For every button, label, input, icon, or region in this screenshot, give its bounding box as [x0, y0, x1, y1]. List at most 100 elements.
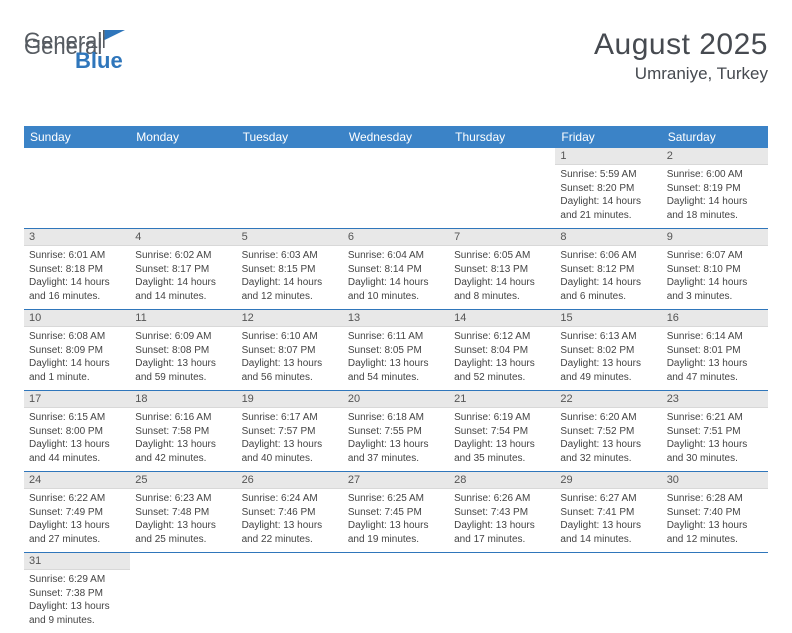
- calendar-day-cell: 10Sunrise: 6:08 AMSunset: 8:09 PMDayligh…: [24, 310, 130, 391]
- day-number: 13: [343, 310, 449, 327]
- calendar-day-cell: 31Sunrise: 6:29 AMSunset: 7:38 PMDayligh…: [24, 553, 130, 633]
- calendar-day-cell: 5Sunrise: 6:03 AMSunset: 8:15 PMDaylight…: [237, 229, 343, 310]
- day-number: 23: [662, 391, 768, 408]
- day-details: Sunrise: 6:00 AMSunset: 8:19 PMDaylight:…: [662, 165, 768, 228]
- day-number: 16: [662, 310, 768, 327]
- day-number: 25: [130, 472, 236, 489]
- calendar-header-row: SundayMondayTuesdayWednesdayThursdayFrid…: [24, 126, 768, 148]
- calendar-day-cell: 27Sunrise: 6:25 AMSunset: 7:45 PMDayligh…: [343, 472, 449, 553]
- day-details: Sunrise: 6:18 AMSunset: 7:55 PMDaylight:…: [343, 408, 449, 471]
- day-details: Sunrise: 6:21 AMSunset: 7:51 PMDaylight:…: [662, 408, 768, 471]
- calendar-day-cell: 18Sunrise: 6:16 AMSunset: 7:58 PMDayligh…: [130, 391, 236, 472]
- calendar-day-cell: 22Sunrise: 6:20 AMSunset: 7:52 PMDayligh…: [555, 391, 661, 472]
- day-details: Sunrise: 6:11 AMSunset: 8:05 PMDaylight:…: [343, 327, 449, 390]
- day-number: 5: [237, 229, 343, 246]
- day-number: 7: [449, 229, 555, 246]
- day-details: Sunrise: 6:04 AMSunset: 8:14 PMDaylight:…: [343, 246, 449, 309]
- day-details: Sunrise: 6:02 AMSunset: 8:17 PMDaylight:…: [130, 246, 236, 309]
- day-details: Sunrise: 6:09 AMSunset: 8:08 PMDaylight:…: [130, 327, 236, 390]
- calendar-week-row: 31Sunrise: 6:29 AMSunset: 7:38 PMDayligh…: [24, 553, 768, 633]
- header: General August 2025 Umraniye, Turkey: [24, 28, 768, 84]
- day-details: Sunrise: 6:16 AMSunset: 7:58 PMDaylight:…: [130, 408, 236, 471]
- calendar-week-row: 10Sunrise: 6:08 AMSunset: 8:09 PMDayligh…: [24, 310, 768, 391]
- location: Umraniye, Turkey: [594, 64, 768, 84]
- day-details: Sunrise: 6:20 AMSunset: 7:52 PMDaylight:…: [555, 408, 661, 471]
- weekday-header: Thursday: [449, 126, 555, 148]
- calendar-day-cell: [237, 148, 343, 229]
- day-number: 1: [555, 148, 661, 165]
- calendar-day-cell: 7Sunrise: 6:05 AMSunset: 8:13 PMDaylight…: [449, 229, 555, 310]
- day-details: Sunrise: 6:01 AMSunset: 8:18 PMDaylight:…: [24, 246, 130, 309]
- calendar-day-cell: 9Sunrise: 6:07 AMSunset: 8:10 PMDaylight…: [662, 229, 768, 310]
- day-number: 12: [237, 310, 343, 327]
- day-details: Sunrise: 6:15 AMSunset: 8:00 PMDaylight:…: [24, 408, 130, 471]
- calendar-day-cell: 2Sunrise: 6:00 AMSunset: 8:19 PMDaylight…: [662, 148, 768, 229]
- calendar-day-cell: 19Sunrise: 6:17 AMSunset: 7:57 PMDayligh…: [237, 391, 343, 472]
- day-number: 20: [343, 391, 449, 408]
- calendar-day-cell: 23Sunrise: 6:21 AMSunset: 7:51 PMDayligh…: [662, 391, 768, 472]
- calendar-day-cell: [237, 553, 343, 633]
- day-details: Sunrise: 6:19 AMSunset: 7:54 PMDaylight:…: [449, 408, 555, 471]
- day-number: 28: [449, 472, 555, 489]
- day-number: 21: [449, 391, 555, 408]
- calendar-body: 1Sunrise: 5:59 AMSunset: 8:20 PMDaylight…: [24, 148, 768, 633]
- day-details: Sunrise: 6:05 AMSunset: 8:13 PMDaylight:…: [449, 246, 555, 309]
- day-number: 26: [237, 472, 343, 489]
- calendar-day-cell: [449, 553, 555, 633]
- day-number: 8: [555, 229, 661, 246]
- weekday-header: Friday: [555, 126, 661, 148]
- calendar-table: SundayMondayTuesdayWednesdayThursdayFrid…: [24, 126, 768, 633]
- calendar-day-cell: 30Sunrise: 6:28 AMSunset: 7:40 PMDayligh…: [662, 472, 768, 553]
- day-number: 2: [662, 148, 768, 165]
- calendar-day-cell: 4Sunrise: 6:02 AMSunset: 8:17 PMDaylight…: [130, 229, 236, 310]
- calendar-day-cell: 6Sunrise: 6:04 AMSunset: 8:14 PMDaylight…: [343, 229, 449, 310]
- calendar-day-cell: [130, 553, 236, 633]
- day-number: 10: [24, 310, 130, 327]
- calendar-day-cell: [130, 148, 236, 229]
- day-details: Sunrise: 6:27 AMSunset: 7:41 PMDaylight:…: [555, 489, 661, 552]
- day-details: Sunrise: 6:13 AMSunset: 8:02 PMDaylight:…: [555, 327, 661, 390]
- day-details: Sunrise: 6:22 AMSunset: 7:49 PMDaylight:…: [24, 489, 130, 552]
- calendar-day-cell: [555, 553, 661, 633]
- calendar-day-cell: 28Sunrise: 6:26 AMSunset: 7:43 PMDayligh…: [449, 472, 555, 553]
- day-number: 18: [130, 391, 236, 408]
- day-details: Sunrise: 6:08 AMSunset: 8:09 PMDaylight:…: [24, 327, 130, 390]
- day-number: 17: [24, 391, 130, 408]
- day-details: Sunrise: 6:10 AMSunset: 8:07 PMDaylight:…: [237, 327, 343, 390]
- calendar-day-cell: [343, 553, 449, 633]
- calendar-day-cell: 11Sunrise: 6:09 AMSunset: 8:08 PMDayligh…: [130, 310, 236, 391]
- day-number: 3: [24, 229, 130, 246]
- day-details: Sunrise: 6:12 AMSunset: 8:04 PMDaylight:…: [449, 327, 555, 390]
- calendar-day-cell: 13Sunrise: 6:11 AMSunset: 8:05 PMDayligh…: [343, 310, 449, 391]
- calendar-day-cell: 1Sunrise: 5:59 AMSunset: 8:20 PMDaylight…: [555, 148, 661, 229]
- day-details: Sunrise: 6:23 AMSunset: 7:48 PMDaylight:…: [130, 489, 236, 552]
- day-number: 31: [24, 553, 130, 570]
- calendar-day-cell: [449, 148, 555, 229]
- day-number: 6: [343, 229, 449, 246]
- day-number: 9: [662, 229, 768, 246]
- calendar-week-row: 1Sunrise: 5:59 AMSunset: 8:20 PMDaylight…: [24, 148, 768, 229]
- calendar-week-row: 3Sunrise: 6:01 AMSunset: 8:18 PMDaylight…: [24, 229, 768, 310]
- calendar-day-cell: 15Sunrise: 6:13 AMSunset: 8:02 PMDayligh…: [555, 310, 661, 391]
- day-number: 27: [343, 472, 449, 489]
- weekday-header: Tuesday: [237, 126, 343, 148]
- day-details: Sunrise: 6:06 AMSunset: 8:12 PMDaylight:…: [555, 246, 661, 309]
- calendar-day-cell: [662, 553, 768, 633]
- day-number: 15: [555, 310, 661, 327]
- day-details: Sunrise: 6:26 AMSunset: 7:43 PMDaylight:…: [449, 489, 555, 552]
- page-title: August 2025: [594, 28, 768, 62]
- day-number: 29: [555, 472, 661, 489]
- day-number: 22: [555, 391, 661, 408]
- calendar-week-row: 17Sunrise: 6:15 AMSunset: 8:00 PMDayligh…: [24, 391, 768, 472]
- day-number: 4: [130, 229, 236, 246]
- calendar-day-cell: 14Sunrise: 6:12 AMSunset: 8:04 PMDayligh…: [449, 310, 555, 391]
- calendar-day-cell: [343, 148, 449, 229]
- calendar-week-row: 24Sunrise: 6:22 AMSunset: 7:49 PMDayligh…: [24, 472, 768, 553]
- calendar-day-cell: 20Sunrise: 6:18 AMSunset: 7:55 PMDayligh…: [343, 391, 449, 472]
- day-details: Sunrise: 6:25 AMSunset: 7:45 PMDaylight:…: [343, 489, 449, 552]
- calendar-day-cell: 29Sunrise: 6:27 AMSunset: 7:41 PMDayligh…: [555, 472, 661, 553]
- calendar-day-cell: [24, 148, 130, 229]
- day-details: Sunrise: 6:14 AMSunset: 8:01 PMDaylight:…: [662, 327, 768, 390]
- title-block: August 2025 Umraniye, Turkey: [594, 28, 768, 84]
- day-number: 19: [237, 391, 343, 408]
